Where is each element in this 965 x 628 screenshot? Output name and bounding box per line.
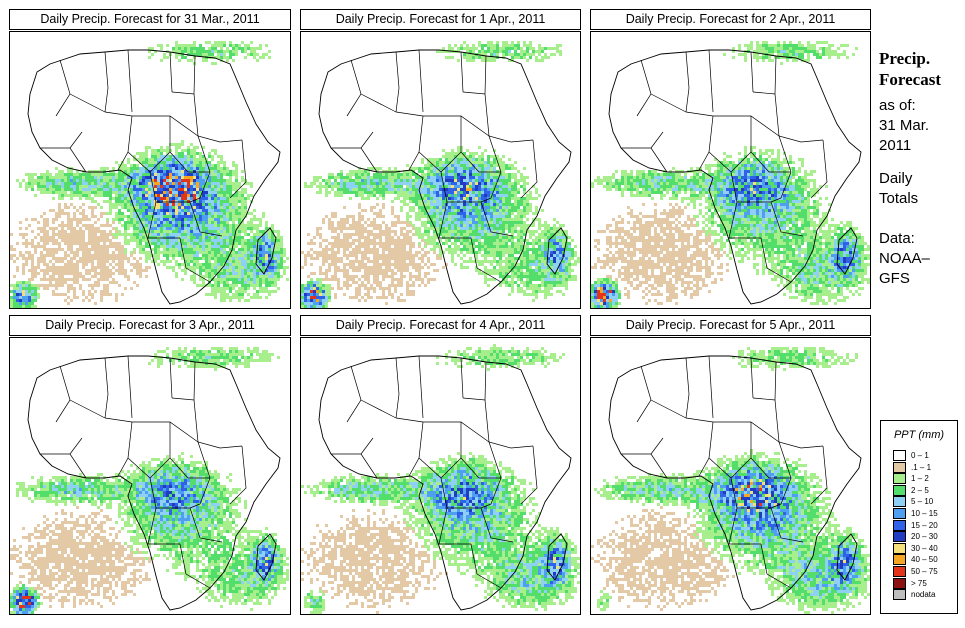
panel-title-4: Daily Precip. Forecast for 3 Apr., 2011 [9, 315, 291, 336]
madagascar-coastline [546, 533, 568, 581]
legend-label: 1 – 2 [911, 474, 929, 484]
legend-label: 0 – 1 [911, 451, 929, 460]
legend-label: 5 – 10 [911, 497, 934, 507]
asof-label: as of: [879, 97, 916, 114]
precip-map-3 [590, 31, 871, 309]
country-borders [40, 49, 247, 283]
legend-swatch [893, 461, 906, 473]
legend-swatch [893, 473, 906, 485]
madagascar-coastline [255, 227, 277, 275]
country-borders [40, 355, 247, 589]
madagascar-coastline [836, 227, 858, 275]
map-panel-4: Daily Precip. Forecast for 3 Apr., 2011 [9, 315, 291, 615]
map-panel-1: Daily Precip. Forecast for 31 Mar., 2011 [9, 9, 291, 309]
precip-field [591, 41, 870, 308]
panel-title-3: Daily Precip. Forecast for 2 Apr., 2011 [590, 9, 871, 30]
country-borders [331, 49, 538, 283]
map-panel-3: Daily Precip. Forecast for 2 Apr., 2011 [590, 9, 871, 309]
period-line1: Daily [879, 170, 913, 187]
legend-label: 20 – 30 [911, 532, 938, 542]
legend-title: PPT (mm) [893, 429, 945, 441]
precip-field [10, 41, 289, 308]
panel-title-1: Daily Precip. Forecast for 31 Mar., 2011 [9, 9, 291, 30]
period-line2: Totals [879, 190, 919, 207]
madagascar-coastline [546, 227, 568, 275]
panel-title-2: Daily Precip. Forecast for 1 Apr., 2011 [300, 9, 581, 30]
precip-field [301, 344, 580, 614]
map-canvas [10, 347, 289, 614]
legend-swatch [893, 450, 906, 461]
legend-swatch [893, 531, 906, 543]
country-borders [331, 355, 538, 589]
map-panel-2: Daily Precip. Forecast for 1 Apr., 2011 [300, 9, 581, 309]
country-borders [621, 355, 828, 589]
map-canvas [301, 344, 580, 614]
madagascar-coastline [255, 533, 277, 581]
asof-date-line2: 2011 [879, 137, 912, 154]
source-line3: GFS [879, 270, 910, 287]
legend-label: 30 – 40 [911, 543, 938, 553]
map-panel-5: Daily Precip. Forecast for 4 Apr., 2011 [300, 315, 581, 615]
legend-swatch [893, 508, 906, 519]
africa-coastline [27, 355, 281, 611]
asof-date-line1: 31 Mar. [879, 117, 930, 134]
map-panel-6: Daily Precip. Forecast for 5 Apr., 2011 [590, 315, 871, 615]
legend-label: 40 – 50 [911, 555, 938, 565]
precip-field [301, 41, 580, 308]
legend-swatch [893, 519, 906, 531]
legend-label: 10 – 15 [911, 509, 938, 518]
country-borders [621, 49, 828, 283]
legend-label: .1 – 1 [911, 462, 932, 472]
precip-map-5 [300, 337, 581, 615]
product-title-line2: Forecast [879, 70, 941, 89]
map-canvas [301, 41, 580, 308]
legend-swatch [893, 542, 906, 554]
legend-label: 50 – 75 [911, 567, 938, 576]
africa-coastline [608, 49, 862, 305]
precip-map-1 [9, 31, 291, 309]
legend-label: 2 – 5 [911, 485, 929, 495]
legend-swatch [893, 554, 906, 566]
madagascar-coastline [836, 533, 858, 581]
legend-swatch [893, 566, 906, 577]
precip-map-2 [300, 31, 581, 309]
legend-label: 15 – 20 [911, 520, 938, 530]
precip-field [10, 347, 289, 614]
legend-swatch [893, 577, 906, 589]
product-title-line1: Precip. [879, 49, 931, 68]
source-line1: Data: [879, 230, 915, 247]
legend-swatch [893, 484, 906, 496]
africa-coastline [318, 355, 572, 611]
product-title: Precip. Forecast [879, 48, 941, 90]
legend-label: nodata [911, 590, 936, 600]
map-canvas [591, 41, 870, 308]
legend-label: > 75 [911, 578, 927, 588]
source-line2: NOAA– [879, 250, 930, 267]
panel-title-5: Daily Precip. Forecast for 4 Apr., 2011 [300, 315, 581, 336]
africa-coastline [27, 49, 281, 305]
precip-field [591, 347, 870, 614]
precip-map-4 [9, 337, 291, 615]
panel-title-6: Daily Precip. Forecast for 5 Apr., 2011 [590, 315, 871, 336]
legend-swatch [893, 496, 906, 508]
africa-coastline [318, 49, 572, 305]
legend-swatch [893, 589, 906, 601]
map-canvas [591, 347, 870, 614]
africa-coastline [608, 355, 862, 611]
map-canvas [10, 41, 289, 308]
precip-map-6 [590, 337, 871, 615]
